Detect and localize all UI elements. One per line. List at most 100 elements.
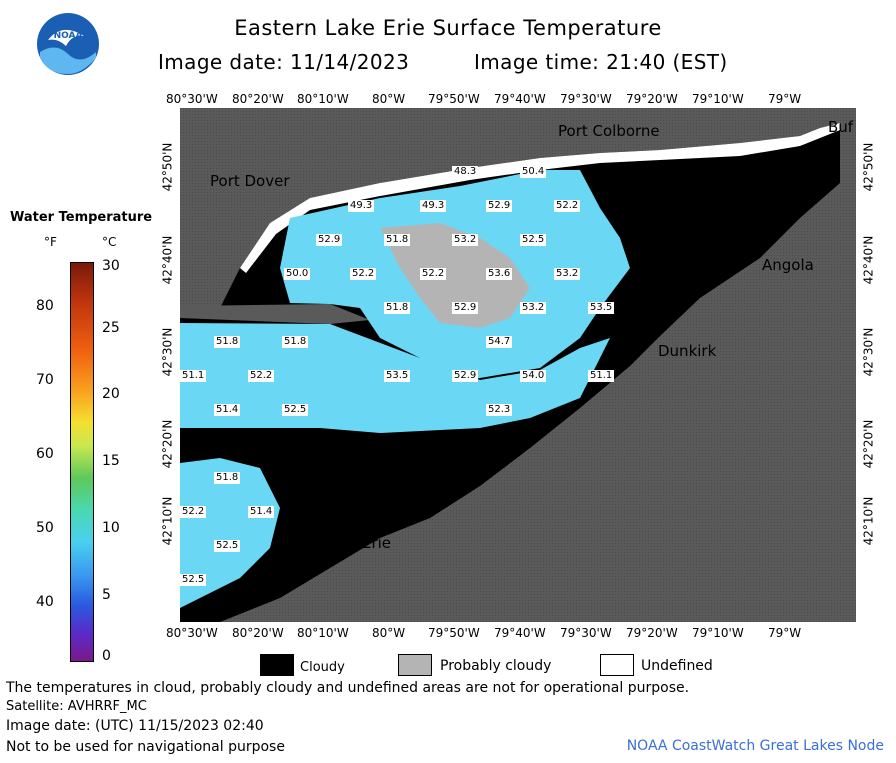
east-cloud xyxy=(600,163,740,368)
c-tick-20: 20 xyxy=(102,386,120,402)
temp-label: 49.3 xyxy=(348,200,375,212)
c-tick-25: 25 xyxy=(102,320,120,336)
city-label: Port Dover xyxy=(210,172,290,190)
cloudy-swatch xyxy=(260,654,294,676)
temp-label: 54.0 xyxy=(520,370,547,382)
temp-label: 50.4 xyxy=(520,166,547,178)
lat-label: 42°40'N xyxy=(160,235,175,285)
lat-label: 42°50'N xyxy=(160,142,175,192)
temp-label: 53.5 xyxy=(384,370,411,382)
city-label: Dunkirk xyxy=(658,342,717,360)
lon-label: 79°30'W xyxy=(560,92,612,106)
credit: NOAA CoastWatch Great Lakes Node xyxy=(626,738,884,754)
temp-label: 52.9 xyxy=(452,302,479,314)
f-tick-70: 70 xyxy=(36,372,54,388)
temp-label: 51.8 xyxy=(384,234,411,246)
logo-text: NOAA xyxy=(54,31,83,41)
f-tick-40: 40 xyxy=(36,594,54,610)
temp-label: 54.7 xyxy=(486,336,513,348)
long-point xyxy=(180,304,370,324)
temp-label: 52.5 xyxy=(180,574,207,586)
probably-cloudy-label: Probably cloudy xyxy=(440,658,552,674)
temp-label: 51.8 xyxy=(214,472,241,484)
temp-label: 50.0 xyxy=(284,268,311,280)
temp-label: 51.8 xyxy=(282,336,309,348)
lon-label: 80°30'W xyxy=(166,92,218,106)
undefined-label: Undefined xyxy=(641,658,713,674)
temp-label: 51.4 xyxy=(214,404,241,416)
lon-label: 79°W xyxy=(768,92,802,106)
temp-label: 52.2 xyxy=(554,200,581,212)
temp-label: 53.2 xyxy=(452,234,479,246)
lon-label: 80°W xyxy=(372,626,406,640)
c-tick-10: 10 xyxy=(102,520,120,536)
utc-date: Image date: (UTC) 11/15/2023 02:40 xyxy=(6,718,264,734)
color-scale-bar xyxy=(70,262,94,662)
temp-label: 49.3 xyxy=(420,200,447,212)
temp-label: 52.9 xyxy=(486,200,513,212)
city-label: Erie xyxy=(362,534,392,552)
lat-label: 42°40'N xyxy=(861,235,876,285)
temp-label: 52.2 xyxy=(350,268,377,280)
temp-label: 51.4 xyxy=(248,506,275,518)
lat-label: 42°20'N xyxy=(861,419,876,469)
noaa-logo-icon: NOAA xyxy=(37,13,99,75)
map-panel: Port Colborne Port Dover Angola Dunkirk … xyxy=(180,108,856,622)
unit-fahrenheit: °F xyxy=(44,235,57,249)
c-tick-15: 15 xyxy=(102,453,120,469)
temp-label: 53.6 xyxy=(486,268,513,280)
city-label: Port Colborne xyxy=(558,122,660,140)
lon-label: 79°20'W xyxy=(626,626,678,640)
lake-erie-map xyxy=(180,108,856,622)
temp-label: 52.9 xyxy=(452,370,479,382)
image-date: Image date: 11/14/2023 xyxy=(158,50,410,74)
f-tick-50: 50 xyxy=(36,520,54,536)
temp-label: 52.3 xyxy=(486,404,513,416)
lon-label: 79°40'W xyxy=(494,626,546,640)
undefined-rim xyxy=(240,123,840,273)
lat-label: 42°20'N xyxy=(160,419,175,469)
city-label: Angola xyxy=(762,256,814,274)
temp-label: 51.1 xyxy=(180,370,207,382)
lon-label: 80°10'W xyxy=(297,626,349,640)
lon-label: 80°W xyxy=(372,92,406,106)
south-shore-water xyxy=(180,458,280,608)
lat-label: 42°10'N xyxy=(861,496,876,546)
temp-label: 52.2 xyxy=(420,268,447,280)
c-tick-30: 30 xyxy=(102,258,120,274)
probably-cloudy-north xyxy=(380,223,530,328)
lon-label: 80°20'W xyxy=(232,626,284,640)
city-label: Buf xyxy=(828,118,854,136)
lon-label: 80°30'W xyxy=(166,626,218,640)
temp-label: 53.2 xyxy=(520,302,547,314)
temp-label: 53.2 xyxy=(554,268,581,280)
undefined-swatch xyxy=(600,654,634,676)
temp-label: 51.8 xyxy=(214,336,241,348)
temp-label: 52.2 xyxy=(180,506,207,518)
lon-label: 79°50'W xyxy=(428,626,480,640)
temp-label: 52.9 xyxy=(316,234,343,246)
nav-warning: Not to be used for navigational purpose xyxy=(6,739,285,755)
lat-label: 42°30'N xyxy=(160,327,175,377)
lon-label: 79°10'W xyxy=(692,92,744,106)
lon-label: 79°20'W xyxy=(626,92,678,106)
lon-label: 79°50'W xyxy=(428,92,480,106)
image-time: Image time: 21:40 (EST) xyxy=(474,50,728,74)
lon-label: 80°20'W xyxy=(232,92,284,106)
lat-label: 42°50'N xyxy=(861,142,876,192)
temp-label: 52.5 xyxy=(214,540,241,552)
temp-label: 52.5 xyxy=(282,404,309,416)
temp-label: 53.5 xyxy=(588,302,615,314)
lon-label: 79°30'W xyxy=(560,626,612,640)
disclaimer: The temperatures in cloud, probably clou… xyxy=(6,680,690,696)
unit-celsius: °C xyxy=(102,235,117,249)
satellite: Satellite: AVHRRF_MC xyxy=(6,699,147,714)
lon-label: 79°40'W xyxy=(494,92,546,106)
probably-cloudy-swatch xyxy=(398,654,432,676)
c-tick-5: 5 xyxy=(102,587,111,603)
lat-label: 42°30'N xyxy=(861,327,876,377)
lon-label: 80°10'W xyxy=(297,92,349,106)
noaa-logo: NOAA xyxy=(36,12,100,76)
temp-label: 52.2 xyxy=(248,370,275,382)
f-tick-60: 60 xyxy=(36,446,54,462)
